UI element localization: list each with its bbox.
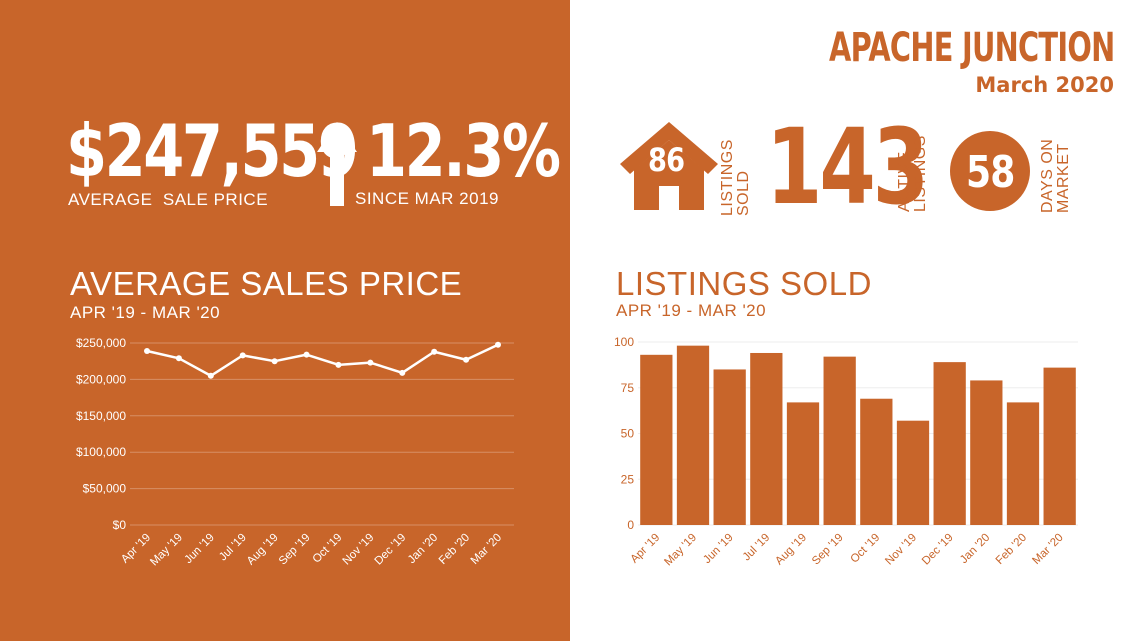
days-on-market-label-line2: MARKET	[1055, 143, 1072, 213]
sold-bar	[1043, 367, 1076, 525]
sold-chart-subtitle: APR '19 - MAR '20	[616, 301, 767, 320]
listings-sold-bar-chart: 0 25 50 75 100 Apr '19 May '19 Jun '19 Jul '19 Au…	[614, 335, 1078, 569]
left-panel	[0, 0, 570, 641]
sold-bar	[970, 380, 1003, 525]
price-series-line	[146, 343, 499, 378]
arrow-up-icon	[317, 122, 357, 206]
listings-sold-label: LISTINGS SOLD	[719, 139, 752, 216]
active-listings-label-line2: LISTINGS	[912, 135, 929, 212]
price-data-point	[175, 355, 182, 362]
sold-bar	[750, 352, 783, 525]
price-y-tick-label: $0	[113, 518, 127, 532]
price-chart-subtitle: APR '19 - MAR '20	[70, 303, 221, 322]
average-price-label: AVERAGE SALE PRICE	[68, 190, 269, 209]
period-label: March 2020	[975, 73, 1114, 97]
price-data-point	[335, 361, 342, 368]
listings-sold-value: 86	[648, 141, 685, 179]
price-y-tick-label: $50,000	[83, 482, 127, 496]
price-x-tick-label: Jan '20	[406, 532, 440, 566]
price-data-point	[239, 352, 246, 359]
sold-x-tick-label: Oct '19	[848, 532, 882, 566]
sold-x-tick-label: Dec '19	[920, 532, 956, 568]
active-listings-label-line1: ACTIVE	[896, 151, 913, 212]
price-y-tick-label: $150,000	[76, 409, 126, 423]
days-on-market-value: 58	[966, 147, 1015, 198]
sold-x-tick-label: May '19	[662, 532, 699, 569]
sold-x-tick-label: Aug '19	[773, 532, 809, 568]
sold-y-tick-label: 0	[627, 518, 634, 532]
price-y-tick-label: $250,000	[76, 336, 126, 350]
sold-bar	[786, 402, 820, 525]
price-change-label: SINCE MAR 2019	[355, 189, 499, 208]
sold-y-tick-label: 25	[621, 472, 635, 486]
price-x-tick-label: Jun '19	[182, 532, 216, 566]
sold-y-tick-label: 50	[621, 427, 635, 441]
active-listings-value: 143	[766, 106, 929, 228]
sold-bar	[896, 420, 930, 525]
price-y-tick-label: $200,000	[76, 372, 126, 386]
price-x-tick-label: Sep '19	[277, 532, 313, 568]
days-on-market-label: DAYS ON MARKET	[1039, 138, 1072, 213]
city-title: APACHE JUNCTION	[828, 25, 1115, 71]
sold-x-tick-label: Sep '19	[810, 532, 846, 568]
house-icon	[620, 122, 718, 210]
price-data-point	[144, 348, 150, 355]
sold-bar	[860, 398, 893, 525]
price-data-point	[367, 359, 374, 366]
sold-y-tick-label: 100	[614, 335, 634, 349]
right-panel	[570, 0, 1140, 641]
days-on-market-circle	[950, 131, 1030, 211]
price-x-tick-label: May '19	[148, 532, 185, 569]
price-x-tick-label: Dec '19	[373, 532, 409, 568]
sold-bar	[823, 356, 856, 525]
sold-bar	[1006, 402, 1040, 525]
sold-x-tick-label: Jan '20	[958, 532, 992, 566]
price-y-tick-label: $100,000	[76, 445, 126, 459]
price-data-point	[431, 348, 438, 355]
price-line-chart: $0 $50,000 $100,000 $150,000 $200,000 $250,00…	[76, 336, 514, 569]
price-data-point	[399, 369, 406, 376]
price-x-tick-label: Aug '19	[245, 532, 281, 568]
sold-x-tick-label: Apr '19	[628, 532, 662, 566]
listings-sold-label-line1: LISTINGS	[719, 139, 736, 216]
sold-bar	[676, 345, 710, 525]
price-x-tick-label: Mar '20	[469, 532, 504, 567]
price-chart-title: AVERAGE SALES PRICE	[70, 265, 463, 302]
sold-bar	[640, 354, 673, 525]
price-change-value: 12.3%	[366, 109, 561, 193]
price-x-tick-label: Oct '19	[311, 532, 345, 566]
price-data-point	[495, 341, 501, 348]
price-x-tick-label: Nov '19	[341, 532, 377, 568]
days-on-market-label-line1: DAYS ON	[1039, 138, 1056, 213]
sold-x-tick-label: Mar '20	[1030, 532, 1065, 567]
price-data-point	[271, 358, 278, 365]
sold-x-tick-label: Feb '20	[994, 532, 1029, 567]
sold-x-tick-label: Nov '19	[883, 532, 919, 568]
price-x-tick-label: Feb '20	[437, 532, 472, 567]
sold-x-tick-label: Jul '19	[741, 532, 773, 564]
sold-bar	[713, 369, 746, 525]
sold-y-tick-label: 75	[621, 381, 635, 395]
sold-x-tick-label: Jun '19	[701, 532, 735, 566]
sold-bar	[933, 362, 966, 525]
price-data-point	[463, 356, 470, 363]
active-listings-label: ACTIVE LISTINGS	[896, 135, 929, 212]
sold-chart-title: LISTINGS SOLD	[616, 265, 872, 302]
listings-sold-label-line2: SOLD	[735, 170, 752, 216]
price-data-point	[207, 372, 214, 379]
price-data-point	[303, 351, 310, 358]
average-price-value: $247,559	[66, 109, 359, 193]
